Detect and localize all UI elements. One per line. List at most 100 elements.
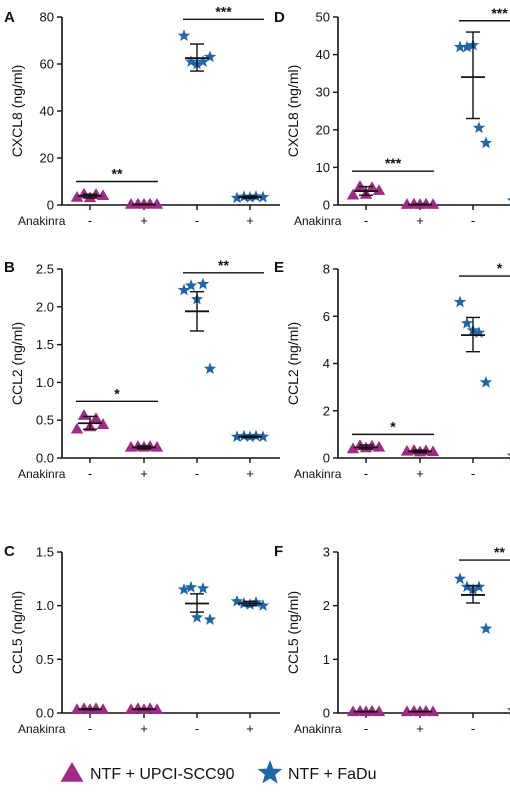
data-point-triangle [70, 422, 84, 434]
treatment-mark: - [364, 721, 368, 736]
y-tick-label: 0 [323, 198, 330, 213]
treatment-mark: + [246, 466, 254, 481]
panel-letter: E [274, 259, 284, 276]
y-tick-label: 2 [323, 598, 330, 613]
data-point-star [479, 136, 493, 149]
anakinra-label: Anakinra [294, 722, 342, 736]
treatment-mark: - [364, 466, 368, 481]
y-axis-label: CXCL8 (ng/ml) [285, 65, 301, 158]
data-point-star [196, 55, 210, 67]
panel-letter: F [274, 543, 283, 560]
y-tick-label: 40 [40, 104, 54, 119]
data-point-triangle [372, 440, 386, 452]
data-point-triangle [89, 412, 103, 423]
y-axis-label: CCL5 (ng/ml) [9, 591, 25, 674]
y-tick-label: 1.5 [36, 545, 54, 560]
y-tick-label: 1.5 [36, 337, 54, 352]
treatment-mark: - [88, 466, 92, 481]
y-tick-label: 30 [316, 85, 330, 100]
data-point-star [506, 453, 510, 461]
data-point-star [196, 581, 210, 594]
anakinra-label: Anakinra [18, 467, 66, 481]
data-point-star [184, 55, 198, 67]
y-tick-label: 8 [323, 262, 330, 277]
data-point-star [256, 599, 270, 611]
data-point-star [177, 283, 191, 296]
data-point-star [177, 29, 191, 42]
data-point-star [453, 40, 467, 53]
data-point-star [230, 430, 244, 443]
treatment-mark: - [471, 466, 475, 481]
significance-label: * [114, 385, 120, 401]
data-point-triangle [372, 184, 386, 195]
treatment-mark: - [88, 721, 92, 736]
y-tick-label: 0.0 [36, 706, 54, 721]
data-point-star [203, 50, 217, 63]
treatment-mark: + [140, 466, 148, 481]
significance-label: ** [112, 166, 123, 182]
y-tick-label: 1.0 [36, 598, 54, 613]
treatment-mark: + [416, 213, 424, 228]
data-point-triangle [372, 705, 386, 717]
panel-b: B 0.0 0.5 1.0 1.5 2.0 2.5 CCL2 (ng/ml) Anakinra -… [4, 257, 280, 481]
panel-letter: A [4, 9, 15, 26]
data-point-star [479, 622, 493, 634]
data-point-star [506, 708, 510, 716]
y-tick-label: 0.5 [36, 652, 54, 667]
panel-letter: D [274, 9, 285, 26]
data-point-triangle [426, 445, 440, 457]
legend-star-icon [257, 760, 283, 784]
data-point-triangle [70, 190, 84, 202]
treatment-mark: + [416, 721, 424, 736]
data-point-triangle [150, 198, 164, 209]
data-point-star [230, 594, 244, 607]
treatment-mark: - [195, 721, 199, 736]
y-axis-label: CCL5 (ng/ml) [285, 591, 301, 674]
data-point-star [472, 326, 486, 339]
data-point-star [190, 610, 204, 623]
y-tick-label: 2.0 [36, 299, 54, 314]
legend-triangle-icon [60, 762, 84, 782]
y-tick-label: 3 [323, 545, 330, 560]
data-point-star [184, 279, 198, 291]
treatment-mark: + [140, 721, 148, 736]
y-tick-label: 50 [316, 10, 330, 25]
y-tick-label: 2 [323, 403, 330, 418]
y-tick-label: 80 [40, 10, 54, 25]
data-point-triangle [77, 409, 91, 420]
y-tick-label: 0.5 [36, 413, 54, 428]
data-point-triangle [426, 198, 440, 209]
panel-letter: B [4, 259, 15, 276]
data-point-star [203, 362, 217, 375]
significance-label: * [390, 418, 396, 434]
significance-label: ** [494, 544, 505, 560]
data-point-triangle [96, 703, 110, 715]
panel-c: C 0.0 0.5 1.0 1.5 CCL5 (ng/ml) Anakinra - + - + [4, 543, 280, 736]
significance-label: *** [491, 5, 508, 21]
significance-label: *** [215, 3, 232, 19]
data-point-star [479, 375, 493, 388]
panel-letter: C [4, 543, 15, 560]
y-tick-label: 1.0 [36, 375, 54, 390]
y-tick-label: 1 [323, 652, 330, 667]
data-point-star [177, 583, 191, 595]
data-point-star [453, 572, 467, 585]
y-tick-label: 20 [40, 151, 54, 166]
data-point-star [453, 295, 467, 308]
data-point-star [472, 121, 486, 134]
data-point-star [506, 198, 510, 206]
treatment-mark: - [195, 466, 199, 481]
treatment-mark: + [246, 721, 254, 736]
y-tick-label: 4 [323, 356, 330, 371]
data-point-triangle [346, 188, 360, 200]
treatment-mark: - [195, 213, 199, 228]
data-point-triangle [426, 705, 440, 717]
data-point-star [230, 191, 244, 204]
anakinra-label: Anakinra [294, 467, 342, 481]
data-point-star [196, 277, 210, 290]
significance-label: ** [218, 257, 229, 273]
treatment-mark: + [246, 213, 254, 228]
data-point-star [184, 580, 198, 593]
